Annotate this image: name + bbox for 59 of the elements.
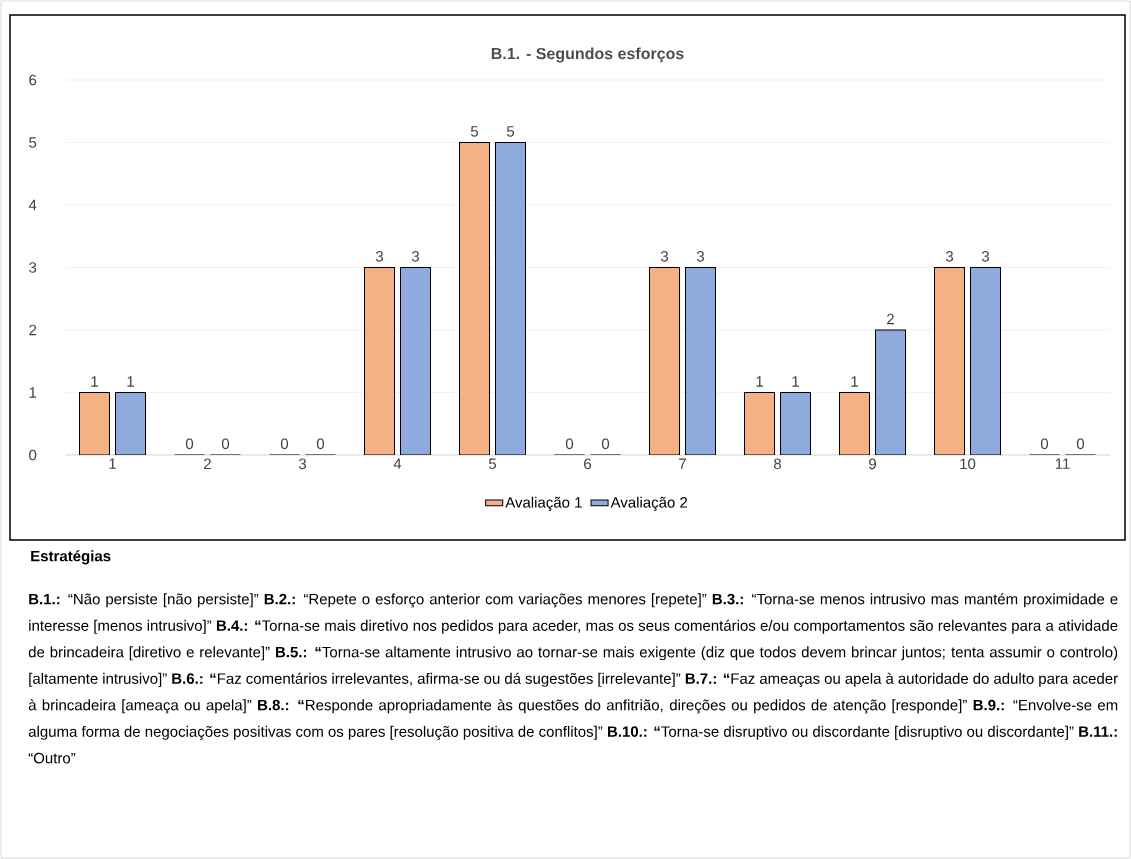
bar (780, 391, 812, 455)
x-tick-label: 9 (869, 458, 876, 470)
bar (839, 391, 871, 455)
x-tick-label: 11 (1055, 458, 1070, 469)
data-label: 0 (221, 438, 230, 450)
x-tick-label: 7 (679, 458, 686, 469)
y-tick-label: 1 (29, 387, 37, 398)
data-label: 3 (945, 251, 954, 262)
x-tick-label: 5 (488, 458, 497, 469)
y-tick-label: 6 (29, 74, 37, 86)
x-tick-label: 3 (298, 458, 307, 470)
data-label: 0 (601, 438, 610, 450)
x-tick-label: 2 (204, 458, 211, 469)
bar (744, 391, 776, 455)
data-label: 1 (127, 376, 134, 387)
x-tick-label: 8 (774, 458, 782, 470)
data-label: 3 (375, 251, 384, 262)
x-tick-label: 10 (960, 458, 976, 470)
data-label: 0 (280, 438, 289, 450)
bar (400, 266, 432, 455)
data-label: 3 (411, 251, 420, 262)
legend-label: Avaliação 1 (505, 496, 582, 511)
data-label: 0 (565, 438, 574, 450)
data-label: 1 (792, 376, 799, 387)
data-label: 5 (506, 126, 515, 137)
data-label: 0 (1040, 438, 1049, 450)
data-label: 1 (851, 376, 858, 387)
bar (649, 266, 681, 455)
data-label: 2 (887, 313, 894, 325)
y-tick-label: 3 (29, 262, 37, 273)
bar (459, 141, 491, 455)
y-tick-label: 5 (29, 137, 37, 148)
data-label: 0 (316, 438, 325, 450)
data-label: 3 (660, 251, 669, 262)
y-tick-label: 0 (29, 449, 37, 461)
text: Estratégias (31, 550, 111, 565)
data-label: 5 (470, 126, 479, 137)
text: B.1.: “Não persiste [não persiste]” B.2.: “Repete o esforço anterior com variações menores [repete]” B.3.: “Torna-se menos intrusivo mas mantém proximidade e interesse [menos intrusivo]” B.4.: “Torna-se mais diretivo nos pedidos para aceder, mas os seus comentários e/ou comportamentos são relevantes para a atividade de brincadeira [diretivo e relevante]” B.5.: “Torna-se altamente intrusivo ao tornar-se mais exigente (diz que todos devem brincar juntos; tenta assumir o controlo) [altamente intrusivo]” B.6.: “Faz comentários irrelevantes, afirma-se ou dá sugestões [irrelevante]” B.7.: “Faz ameaças ou apela à autoridade do adulto para aceder à brincadeira [ameaça ou apela]” B.8.: “Responde apropriadamente às questões do anfitrião, direções ou pedidos de atenção [responde]” B.9.: “Envolve-se em alguma forma de negociações positivas com os pares [resolução positiva de conflitos]” B.10.: “Torna-se disruptivo ou discordante [disruptivo ou discordante]” B.11.: “Outro” (28, 593, 1118, 764)
x-tick-label: 6 (584, 458, 592, 470)
y-tick-label: 4 (28, 199, 37, 211)
x-tick-label: 1 (109, 458, 116, 469)
bar (685, 266, 717, 455)
bar (934, 266, 966, 455)
data-label: 0 (185, 438, 194, 450)
bar (875, 329, 907, 455)
legend-label: Avaliação 2 (610, 496, 688, 511)
x-tick-label: 4 (393, 458, 402, 469)
bar (364, 266, 395, 455)
data-label: 0 (1076, 438, 1085, 450)
bar (970, 266, 1002, 455)
data-label: 1 (91, 376, 98, 387)
data-label: 1 (756, 376, 763, 387)
bar (79, 391, 110, 455)
chart-title: B.1. - Segundos esforços (491, 47, 684, 63)
y-tick-label: 2 (29, 324, 37, 336)
bar (115, 391, 146, 455)
data-label: 3 (981, 251, 990, 262)
data-label: 3 (696, 251, 705, 262)
bar (495, 141, 527, 455)
